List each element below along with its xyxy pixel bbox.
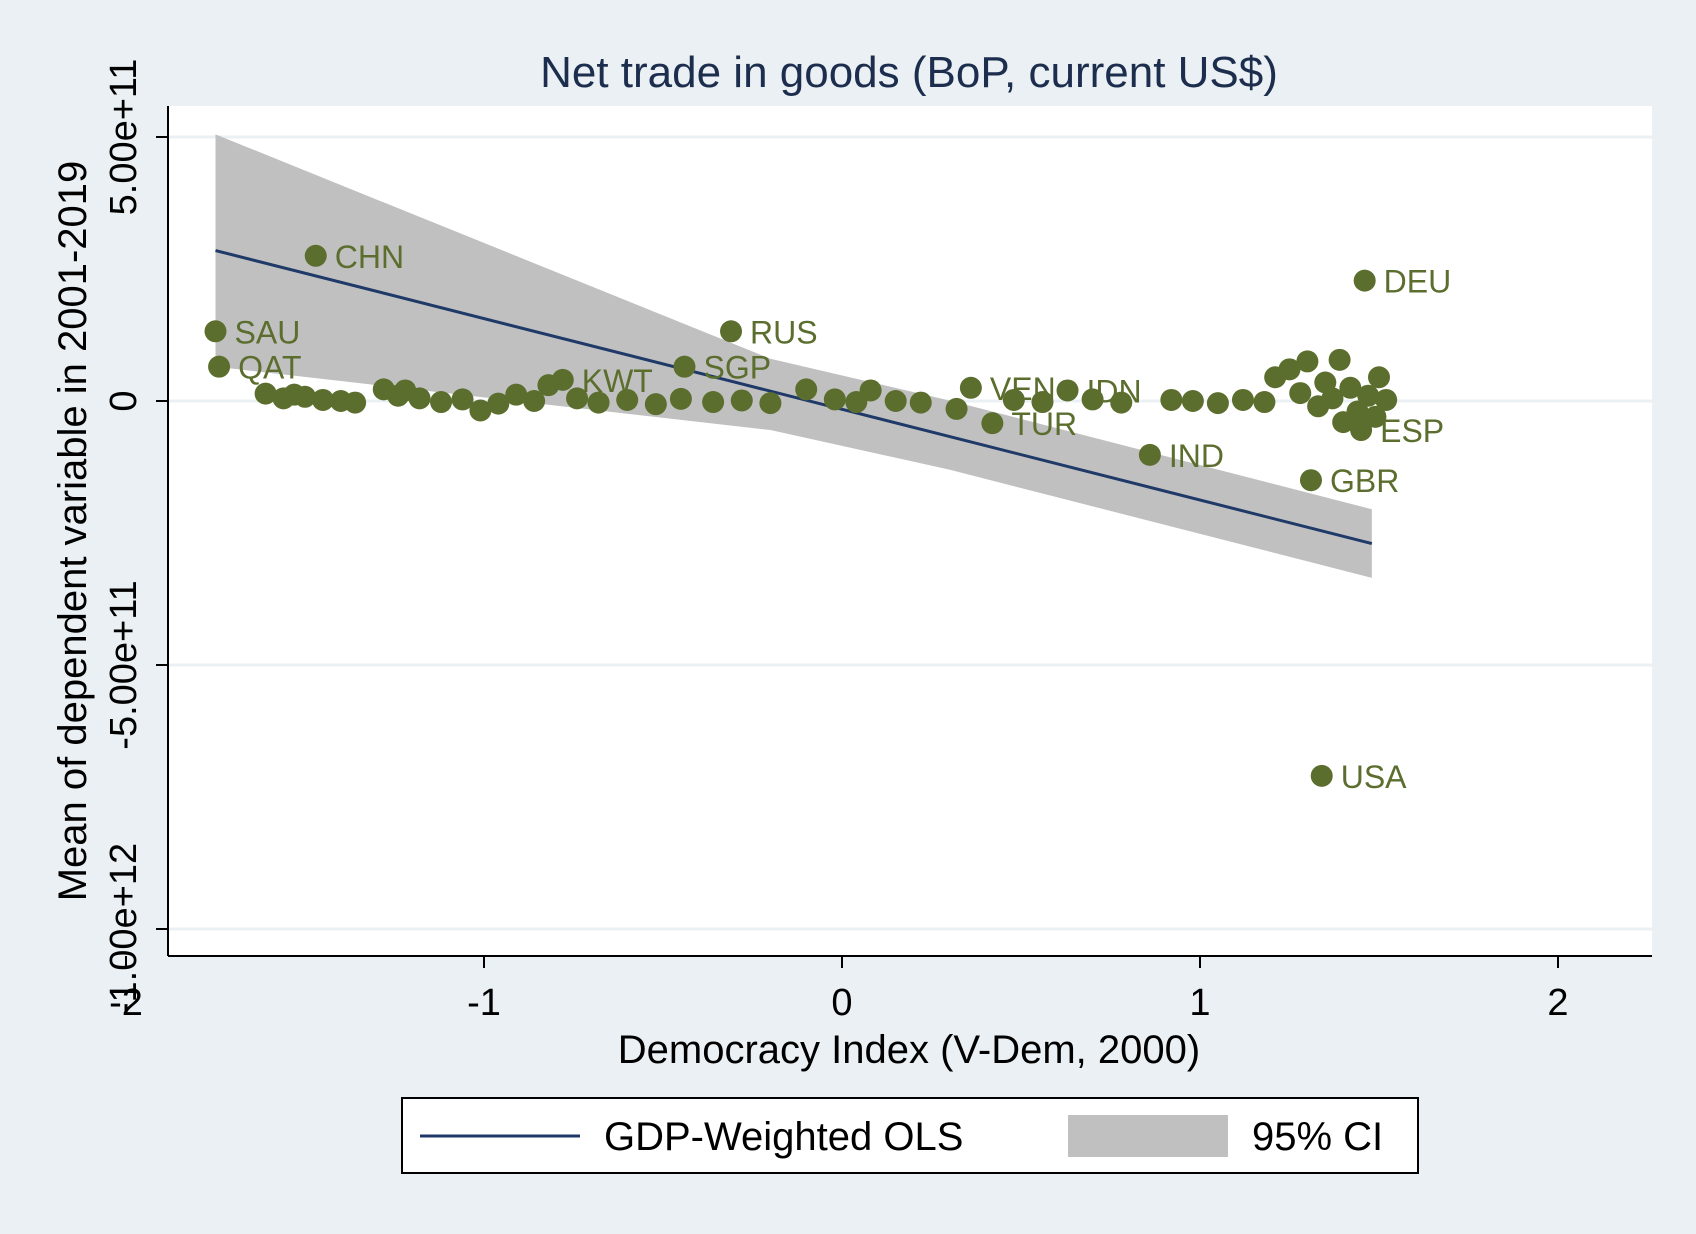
point-unlabeled-51 bbox=[1160, 388, 1183, 411]
point-unlabeled-47 bbox=[1002, 388, 1025, 411]
point-deu bbox=[1353, 269, 1376, 292]
y-tick-label-2: -5.00e+11 bbox=[103, 580, 145, 749]
point-sau bbox=[204, 320, 227, 343]
point-unlabeled-54 bbox=[1231, 388, 1254, 411]
point-unlabeled-28 bbox=[487, 392, 510, 415]
point-unlabeled-63 bbox=[1328, 348, 1351, 371]
point-unlabeled-53 bbox=[1206, 392, 1229, 415]
x-axis-title: Democracy Index (V-Dem, 2000) bbox=[618, 1028, 1200, 1072]
x-tick-label-3: 1 bbox=[1189, 982, 1210, 1024]
point-unlabeled-31 bbox=[537, 374, 560, 397]
y-axis-title: Mean of dependent variable in 2001-2019 bbox=[51, 161, 95, 902]
point-unlabeled-40 bbox=[795, 378, 818, 401]
point-unlabeled-58 bbox=[1289, 382, 1312, 405]
point-qat bbox=[208, 355, 231, 378]
legend-label-ci: 95% CI bbox=[1252, 1115, 1383, 1159]
ci-band-layer bbox=[215, 134, 1372, 578]
y-tick-label-0: 5.00e+11 bbox=[103, 59, 145, 216]
point-unlabeled-25 bbox=[430, 391, 453, 414]
grid-lines bbox=[168, 135, 1652, 931]
point-label-ind: IND bbox=[1169, 438, 1224, 474]
point-rus bbox=[720, 320, 743, 343]
point-sgp bbox=[673, 355, 696, 378]
fit-line-layer bbox=[215, 249, 1373, 546]
point-label-esp: ESP bbox=[1380, 413, 1444, 449]
legend-label-fit: GDP-Weighted OLS bbox=[604, 1115, 963, 1159]
point-unlabeled-68 bbox=[1364, 405, 1387, 428]
point-unlabeled-17 bbox=[294, 385, 316, 408]
point-unlabeled-70 bbox=[1375, 388, 1398, 411]
x-tick-label-4: 2 bbox=[1547, 982, 1568, 1024]
point-ind bbox=[1138, 443, 1161, 466]
point-unlabeled-48 bbox=[1031, 391, 1054, 414]
point-tur bbox=[981, 412, 1004, 435]
point-unlabeled-14 bbox=[254, 382, 277, 405]
x-ticks: -2 -1 0 1 2 bbox=[109, 956, 1569, 1024]
point-unlabeled-45 bbox=[909, 391, 932, 414]
chart-title: Net trade in goods (BoP, current US$) bbox=[540, 48, 1278, 97]
point-unlabeled-26 bbox=[451, 388, 474, 411]
point-unlabeled-38 bbox=[730, 389, 753, 412]
point-label-qat: QAT bbox=[238, 350, 301, 386]
legend-area-swatch bbox=[1068, 1115, 1228, 1157]
point-unlabeled-43 bbox=[859, 379, 882, 402]
point-unlabeled-49 bbox=[1081, 388, 1104, 411]
y-tick-label-3: -1.00e+12 bbox=[103, 843, 145, 1015]
point-unlabeled-30 bbox=[523, 390, 546, 412]
point-esp bbox=[1350, 419, 1373, 442]
x-tick-label-2: 0 bbox=[831, 982, 852, 1024]
point-unlabeled-27 bbox=[469, 399, 492, 422]
point-unlabeled-52 bbox=[1181, 390, 1204, 412]
point-unlabeled-36 bbox=[669, 387, 692, 410]
point-unlabeled-34 bbox=[616, 388, 639, 411]
point-unlabeled-18 bbox=[311, 388, 334, 411]
point-unlabeled-41 bbox=[823, 388, 846, 411]
fit-line bbox=[215, 249, 1373, 546]
point-unlabeled-20 bbox=[344, 391, 367, 414]
point-label-rus: RUS bbox=[750, 314, 818, 350]
point-unlabeled-55 bbox=[1253, 391, 1276, 414]
point-unlabeled-59 bbox=[1296, 350, 1319, 373]
point-label-sau: SAU bbox=[235, 314, 301, 350]
ci-band bbox=[215, 134, 1372, 578]
axes bbox=[167, 106, 1652, 957]
point-unlabeled-35 bbox=[644, 393, 667, 416]
point-unlabeled-44 bbox=[884, 390, 907, 412]
point-label-sgp: SGP bbox=[703, 350, 771, 386]
point-unlabeled-62 bbox=[1321, 387, 1344, 410]
point-unlabeled-32 bbox=[566, 387, 589, 410]
x-tick-label-0: -2 bbox=[109, 982, 143, 1024]
point-usa bbox=[1310, 764, 1333, 787]
point-unlabeled-50 bbox=[1110, 391, 1133, 414]
point-unlabeled-57 bbox=[1278, 358, 1301, 381]
point-unlabeled-66 bbox=[1346, 400, 1369, 423]
legend: GDP-Weighted OLS 95% CI bbox=[401, 1097, 1419, 1174]
x-tick-label-1: -1 bbox=[467, 982, 501, 1024]
point-unlabeled-67 bbox=[1357, 384, 1380, 407]
point-label-usa: USA bbox=[1341, 759, 1407, 795]
point-idn bbox=[1056, 379, 1079, 402]
point-unlabeled-39 bbox=[759, 392, 782, 415]
point-ven bbox=[959, 376, 982, 399]
point-unlabeled-33 bbox=[587, 391, 610, 414]
point-unlabeled-29 bbox=[505, 383, 528, 406]
point-unlabeled-46 bbox=[945, 397, 968, 420]
point-unlabeled-24 bbox=[408, 387, 431, 410]
point-chn bbox=[304, 244, 327, 267]
point-label-chn: CHN bbox=[335, 239, 404, 275]
point-gbr bbox=[1299, 469, 1322, 492]
y-ticks: 5.00e+11 0 -5.00e+11 -1.00e+12 bbox=[103, 59, 168, 1015]
y-tick-label-1: 0 bbox=[103, 390, 145, 411]
point-unlabeled-37 bbox=[702, 391, 725, 414]
point-label-deu: DEU bbox=[1384, 264, 1452, 300]
point-unlabeled-65 bbox=[1339, 376, 1362, 399]
point-label-gbr: GBR bbox=[1330, 463, 1399, 499]
point-unlabeled-69 bbox=[1368, 366, 1390, 389]
